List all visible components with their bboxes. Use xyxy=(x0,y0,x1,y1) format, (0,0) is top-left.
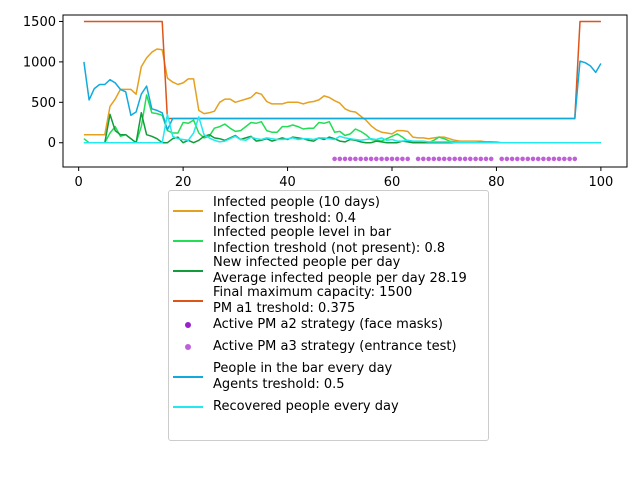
legend-entry: Active PM a3 strategy (entrance test) xyxy=(173,339,457,355)
marker-point xyxy=(473,156,478,162)
marker-point xyxy=(426,156,431,162)
marker-point xyxy=(436,156,442,162)
series-line-4 xyxy=(83,20,601,120)
y-axis: 0 500 1000 1500 xyxy=(23,15,63,151)
y-tick-label: 1500 xyxy=(23,15,56,30)
marker-point xyxy=(394,156,400,162)
marker-point xyxy=(488,156,494,162)
legend-line-swatch xyxy=(173,369,203,385)
marker-point xyxy=(447,156,452,162)
marker-point xyxy=(468,156,473,162)
legend-label: Infected people (10 days) Infection tres… xyxy=(213,195,380,226)
legend-line-swatch xyxy=(173,203,203,219)
marker-point xyxy=(515,156,520,162)
legend-entry: Recovered people every day xyxy=(173,399,399,415)
x-tick-label: 60 xyxy=(384,175,401,190)
x-tick-label: 100 xyxy=(588,175,613,190)
series-line-6 xyxy=(83,113,601,144)
legend-label: Active PM a2 strategy (face masks) xyxy=(213,317,443,332)
legend-label: Infected people level in bar Infection t… xyxy=(213,225,446,256)
marker-point xyxy=(567,156,572,162)
marker-point xyxy=(400,156,405,162)
marker-point xyxy=(462,156,468,162)
plot-content xyxy=(83,20,602,162)
marker-point xyxy=(374,156,379,162)
marker-point xyxy=(457,156,463,162)
legend-label: New infected people per day Average infe… xyxy=(213,255,467,286)
marker-point xyxy=(556,156,562,162)
legend-line-swatch xyxy=(173,293,203,309)
legend-entry: Infected people level in bar Infection t… xyxy=(173,225,445,257)
legend-entry: Active PM a2 strategy (face masks) xyxy=(173,317,443,333)
marker-point xyxy=(405,156,411,162)
legend: Infected people (10 days) Infection tres… xyxy=(168,190,489,441)
marker-point xyxy=(541,156,546,162)
marker-point xyxy=(478,156,484,162)
marker-point xyxy=(384,156,390,162)
marker-point xyxy=(431,156,437,162)
y-tick-label: 1000 xyxy=(23,55,56,70)
legend-label: Active PM a3 strategy (entrance test) xyxy=(213,339,457,354)
marker-point xyxy=(347,156,353,162)
marker-point xyxy=(562,156,567,162)
x-tick-label: 0 xyxy=(75,175,83,190)
plot-frame xyxy=(62,14,628,168)
marker-point xyxy=(509,156,515,162)
marker-point xyxy=(572,156,578,162)
x-tick-label: 20 xyxy=(175,175,192,190)
legend-line-swatch xyxy=(173,233,203,249)
marker-point xyxy=(525,156,531,162)
marker-point xyxy=(368,156,374,162)
chart-canvas: 0 20 40 60 80 100 0 500 1000 1500 xyxy=(23,14,628,190)
marker-point xyxy=(452,156,458,162)
x-tick-label: 40 xyxy=(279,175,296,190)
legend-label: Recovered people every day xyxy=(213,399,399,414)
legend-line-swatch xyxy=(173,399,203,415)
marker-point xyxy=(421,156,426,162)
marker-point xyxy=(342,156,348,162)
marker-point xyxy=(441,156,447,162)
y-tick-label: 500 xyxy=(31,96,56,111)
marker-point xyxy=(546,156,551,162)
marker-point xyxy=(415,156,421,162)
marker-point xyxy=(504,156,510,162)
marker-point xyxy=(379,156,384,162)
marker-point xyxy=(389,156,395,162)
marker-point xyxy=(535,156,541,162)
legend-label: People in the bar every day Agents tresh… xyxy=(213,361,393,392)
y-tick-label: 0 xyxy=(48,136,56,151)
marker-point xyxy=(363,156,369,162)
legend-entry: Infected people (10 days) Infection tres… xyxy=(173,195,380,227)
marker-point xyxy=(337,156,343,162)
legend-marker-swatch xyxy=(173,317,203,333)
marker-point xyxy=(520,156,525,162)
marker-point xyxy=(483,156,489,162)
marker-point xyxy=(530,156,536,162)
marker-point xyxy=(353,156,358,162)
marker-point xyxy=(332,156,337,162)
x-axis: 0 20 40 60 80 100 xyxy=(75,167,613,190)
legend-marker-swatch xyxy=(173,339,203,355)
legend-entry: People in the bar every day Agents tresh… xyxy=(173,361,392,393)
legend-line-swatch xyxy=(173,263,203,279)
legend-entry: New infected people per day Average infe… xyxy=(173,255,467,287)
legend-label: Final maximum capacity: 1500 PM a1 tresh… xyxy=(213,285,413,316)
legend-entry: Final maximum capacity: 1500 PM a1 tresh… xyxy=(173,285,412,317)
marker-point xyxy=(551,156,557,162)
x-tick-label: 80 xyxy=(488,175,505,190)
marker-point xyxy=(358,156,364,162)
marker-point xyxy=(499,156,505,162)
